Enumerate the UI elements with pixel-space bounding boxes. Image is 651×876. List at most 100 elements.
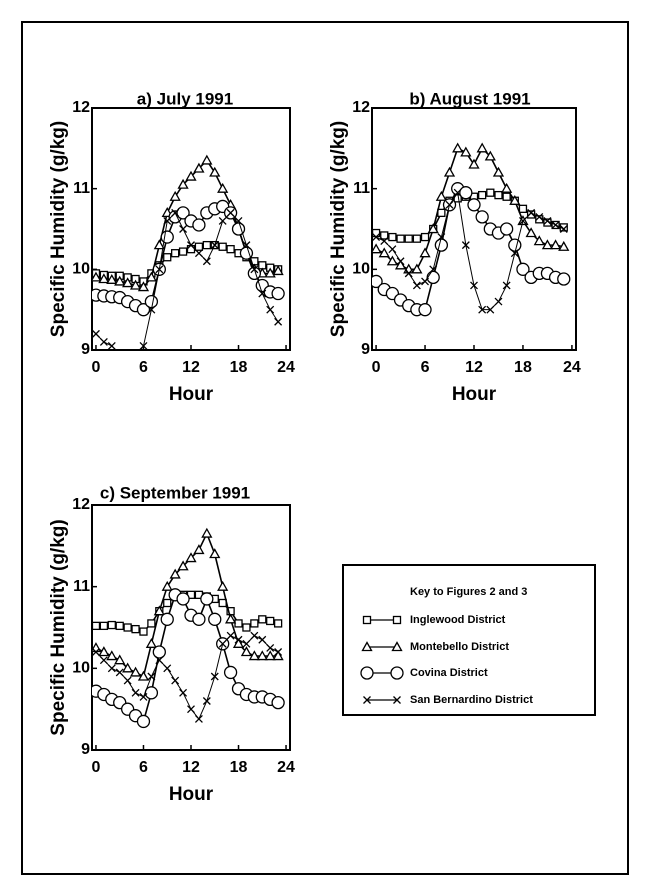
- marker-circle: [516, 262, 530, 276]
- marker-triangle: [169, 568, 181, 579]
- marker-triangle: [361, 641, 373, 652]
- marker-x: [258, 635, 267, 644]
- marker-triangle: [153, 239, 165, 250]
- marker-square: [380, 231, 389, 240]
- marker-x: [242, 241, 251, 250]
- y-tick-label: 10: [72, 660, 90, 677]
- marker-x: [412, 281, 421, 290]
- marker-x: [470, 281, 478, 290]
- x-tick-label: 6: [139, 359, 148, 376]
- x-axis-label: Hour: [452, 384, 497, 405]
- marker-x: [242, 639, 251, 648]
- marker-square: [437, 208, 446, 218]
- marker-triangle: [264, 650, 276, 661]
- marker-triangle: [427, 223, 439, 234]
- marker-triangle: [452, 142, 464, 153]
- marker-square: [163, 253, 172, 262]
- marker-circle: [418, 303, 432, 317]
- marker-triangle: [177, 560, 189, 571]
- marker-triangle: [137, 281, 150, 292]
- marker-square: [218, 598, 227, 608]
- marker-circle: [176, 592, 190, 606]
- marker-square: [250, 619, 259, 628]
- marker-x: [202, 697, 211, 705]
- marker-x: [92, 329, 100, 338]
- marker-square: [92, 621, 101, 631]
- marker-x: [453, 188, 462, 197]
- marker-triangle: [217, 182, 229, 193]
- marker-x: [187, 705, 195, 714]
- marker-x: [445, 200, 454, 209]
- marker-circle: [192, 218, 206, 232]
- marker-triangle: [209, 166, 221, 177]
- marker-triangle: [92, 271, 102, 282]
- marker-triangle: [106, 650, 118, 661]
- marker-x: [429, 265, 438, 274]
- marker-square: [273, 619, 283, 628]
- marker-x: [234, 635, 243, 644]
- marker-x: [163, 216, 172, 225]
- series-line: [375, 191, 564, 311]
- marker-circle: [223, 665, 238, 680]
- marker-square: [163, 598, 172, 608]
- marker-circle: [508, 238, 522, 252]
- marker-square: [202, 240, 211, 250]
- marker-square: [194, 242, 204, 251]
- marker-circle: [144, 294, 159, 309]
- marker-x: [179, 688, 188, 697]
- chart-title: b) August 1991: [409, 89, 530, 108]
- marker-x: [210, 672, 219, 681]
- marker-triangle: [372, 243, 382, 254]
- marker-triangle: [378, 247, 390, 258]
- marker-square: [123, 623, 132, 632]
- marker-triangle: [169, 190, 181, 201]
- marker-x: [171, 676, 180, 685]
- marker-circle: [271, 695, 285, 710]
- legend-label: San Bernardino District: [410, 694, 533, 706]
- marker-triangle: [224, 613, 237, 624]
- marker-x: [380, 237, 389, 246]
- legend-entry: Covina District: [360, 666, 488, 680]
- marker-x: [226, 631, 235, 640]
- marker-x: [171, 208, 180, 217]
- marker-circle: [557, 272, 571, 286]
- marker-x: [478, 305, 487, 314]
- legend-label: Inglewood District: [410, 614, 506, 626]
- marker-triangle: [240, 646, 253, 657]
- marker-square: [115, 621, 124, 631]
- marker-circle: [390, 666, 404, 680]
- marker-circle: [434, 238, 449, 252]
- marker-square: [99, 621, 109, 631]
- marker-x: [388, 245, 397, 254]
- marker-circle: [271, 286, 285, 301]
- marker-x: [461, 241, 470, 250]
- y-tick-label: 10: [352, 261, 370, 278]
- marker-triangle: [106, 273, 118, 284]
- marker-triangle: [137, 670, 150, 681]
- marker-square: [226, 245, 235, 254]
- marker-x: [250, 265, 259, 274]
- marker-circle: [426, 270, 440, 285]
- marker-x: [404, 269, 413, 278]
- marker-x: [115, 668, 124, 677]
- y-tick-label: 10: [72, 261, 90, 278]
- marker-x: [194, 249, 203, 258]
- marker-square: [147, 619, 156, 628]
- marker-x: [124, 355, 131, 362]
- legend-entry: Montebello District: [361, 641, 509, 653]
- marker-circle: [192, 612, 206, 626]
- marker-x: [147, 305, 156, 314]
- marker-circle: [231, 222, 246, 236]
- marker-x: [99, 656, 108, 665]
- marker-triangle: [114, 654, 126, 665]
- marker-x: [194, 715, 203, 723]
- x-tick-label: 0: [372, 359, 381, 376]
- marker-triangle: [177, 178, 189, 189]
- marker-triangle: [153, 605, 165, 616]
- marker-triangle: [264, 267, 276, 278]
- marker-triangle: [201, 154, 213, 165]
- marker-x: [274, 317, 283, 326]
- x-tick-label: 24: [277, 359, 295, 376]
- marker-x: [266, 305, 275, 314]
- x-tick-label: 12: [182, 359, 200, 376]
